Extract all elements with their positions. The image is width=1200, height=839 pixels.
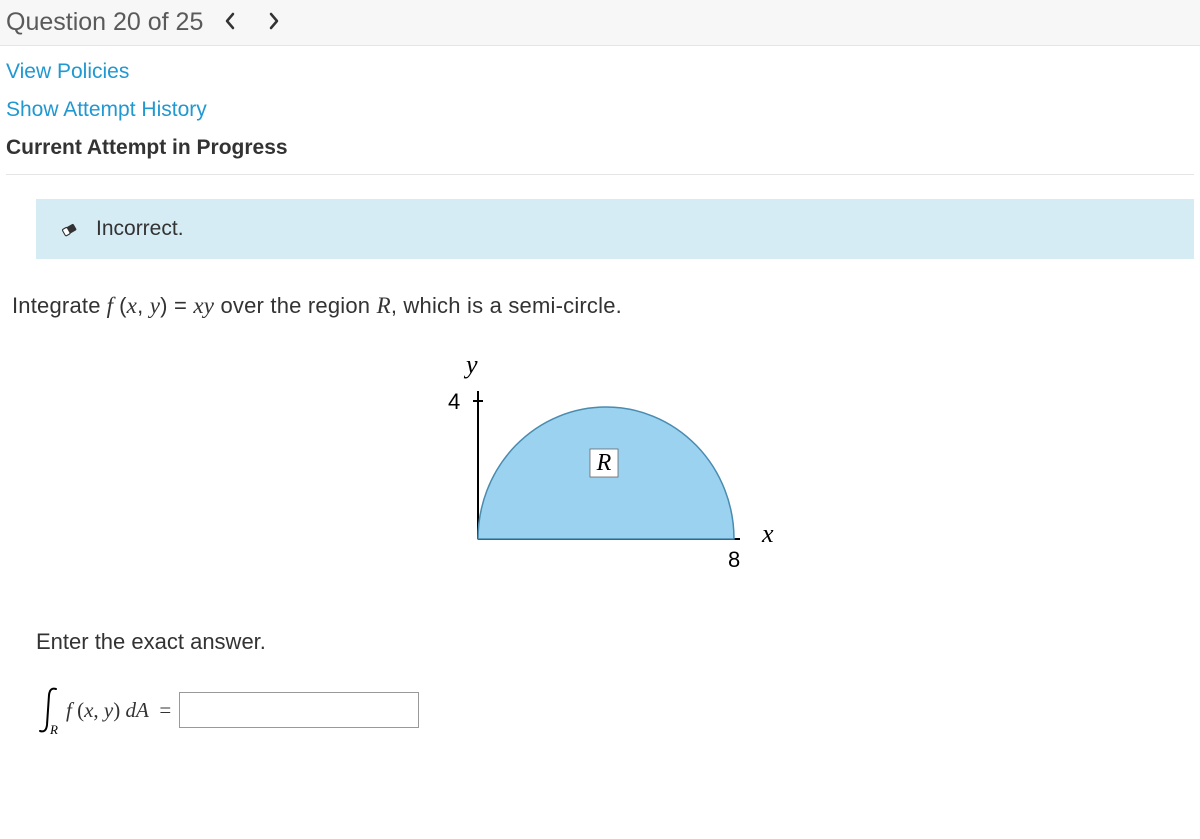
current-attempt-label: Current Attempt in Progress <box>6 136 1194 160</box>
divider <box>6 174 1194 175</box>
answer-input[interactable] <box>179 692 419 728</box>
show-attempt-history-link[interactable]: Show Attempt History <box>6 98 1194 122</box>
prev-question-button[interactable] <box>213 10 247 36</box>
chevron-right-icon <box>267 12 281 30</box>
eraser-icon <box>58 218 80 240</box>
svg-text:R: R <box>49 722 58 735</box>
y-tick-label: 4 <box>448 389 460 414</box>
problem-prefix: Integrate <box>12 293 101 318</box>
question-counter: Question 20 of 25 <box>6 8 203 37</box>
content-area: View Policies Show Attempt History Curre… <box>0 46 1200 735</box>
feedback-status-text: Incorrect. <box>96 217 184 241</box>
answer-row: R f (x, y) dA = <box>36 685 1194 735</box>
x-axis-label: x <box>761 519 774 548</box>
diagram-container: R y x 4 8 <box>6 349 1194 589</box>
feedback-box: Incorrect. <box>36 199 1194 259</box>
problem-function: f <box>101 293 120 318</box>
chevron-left-icon <box>223 12 237 30</box>
answer-prompt: Enter the exact answer. <box>36 629 1194 655</box>
question-header: Question 20 of 25 <box>0 0 1200 46</box>
problem-statement: Integrate f (x, y) = xy over the region … <box>12 293 1194 319</box>
region-label-text: R <box>596 450 612 476</box>
view-policies-link[interactable]: View Policies <box>6 60 1194 84</box>
problem-suffix: , which is a semi-circle. <box>391 293 622 318</box>
semicircle-diagram: R y x 4 8 <box>410 349 790 589</box>
x-tick-label: 8 <box>728 547 740 572</box>
problem-mid: over the region <box>214 293 376 318</box>
integral-expression: R f (x, y) dA = <box>36 685 171 735</box>
next-question-button[interactable] <box>257 10 291 36</box>
problem-region: R <box>377 293 391 318</box>
y-axis-label: y <box>463 350 478 379</box>
integral-icon: R <box>36 685 64 735</box>
